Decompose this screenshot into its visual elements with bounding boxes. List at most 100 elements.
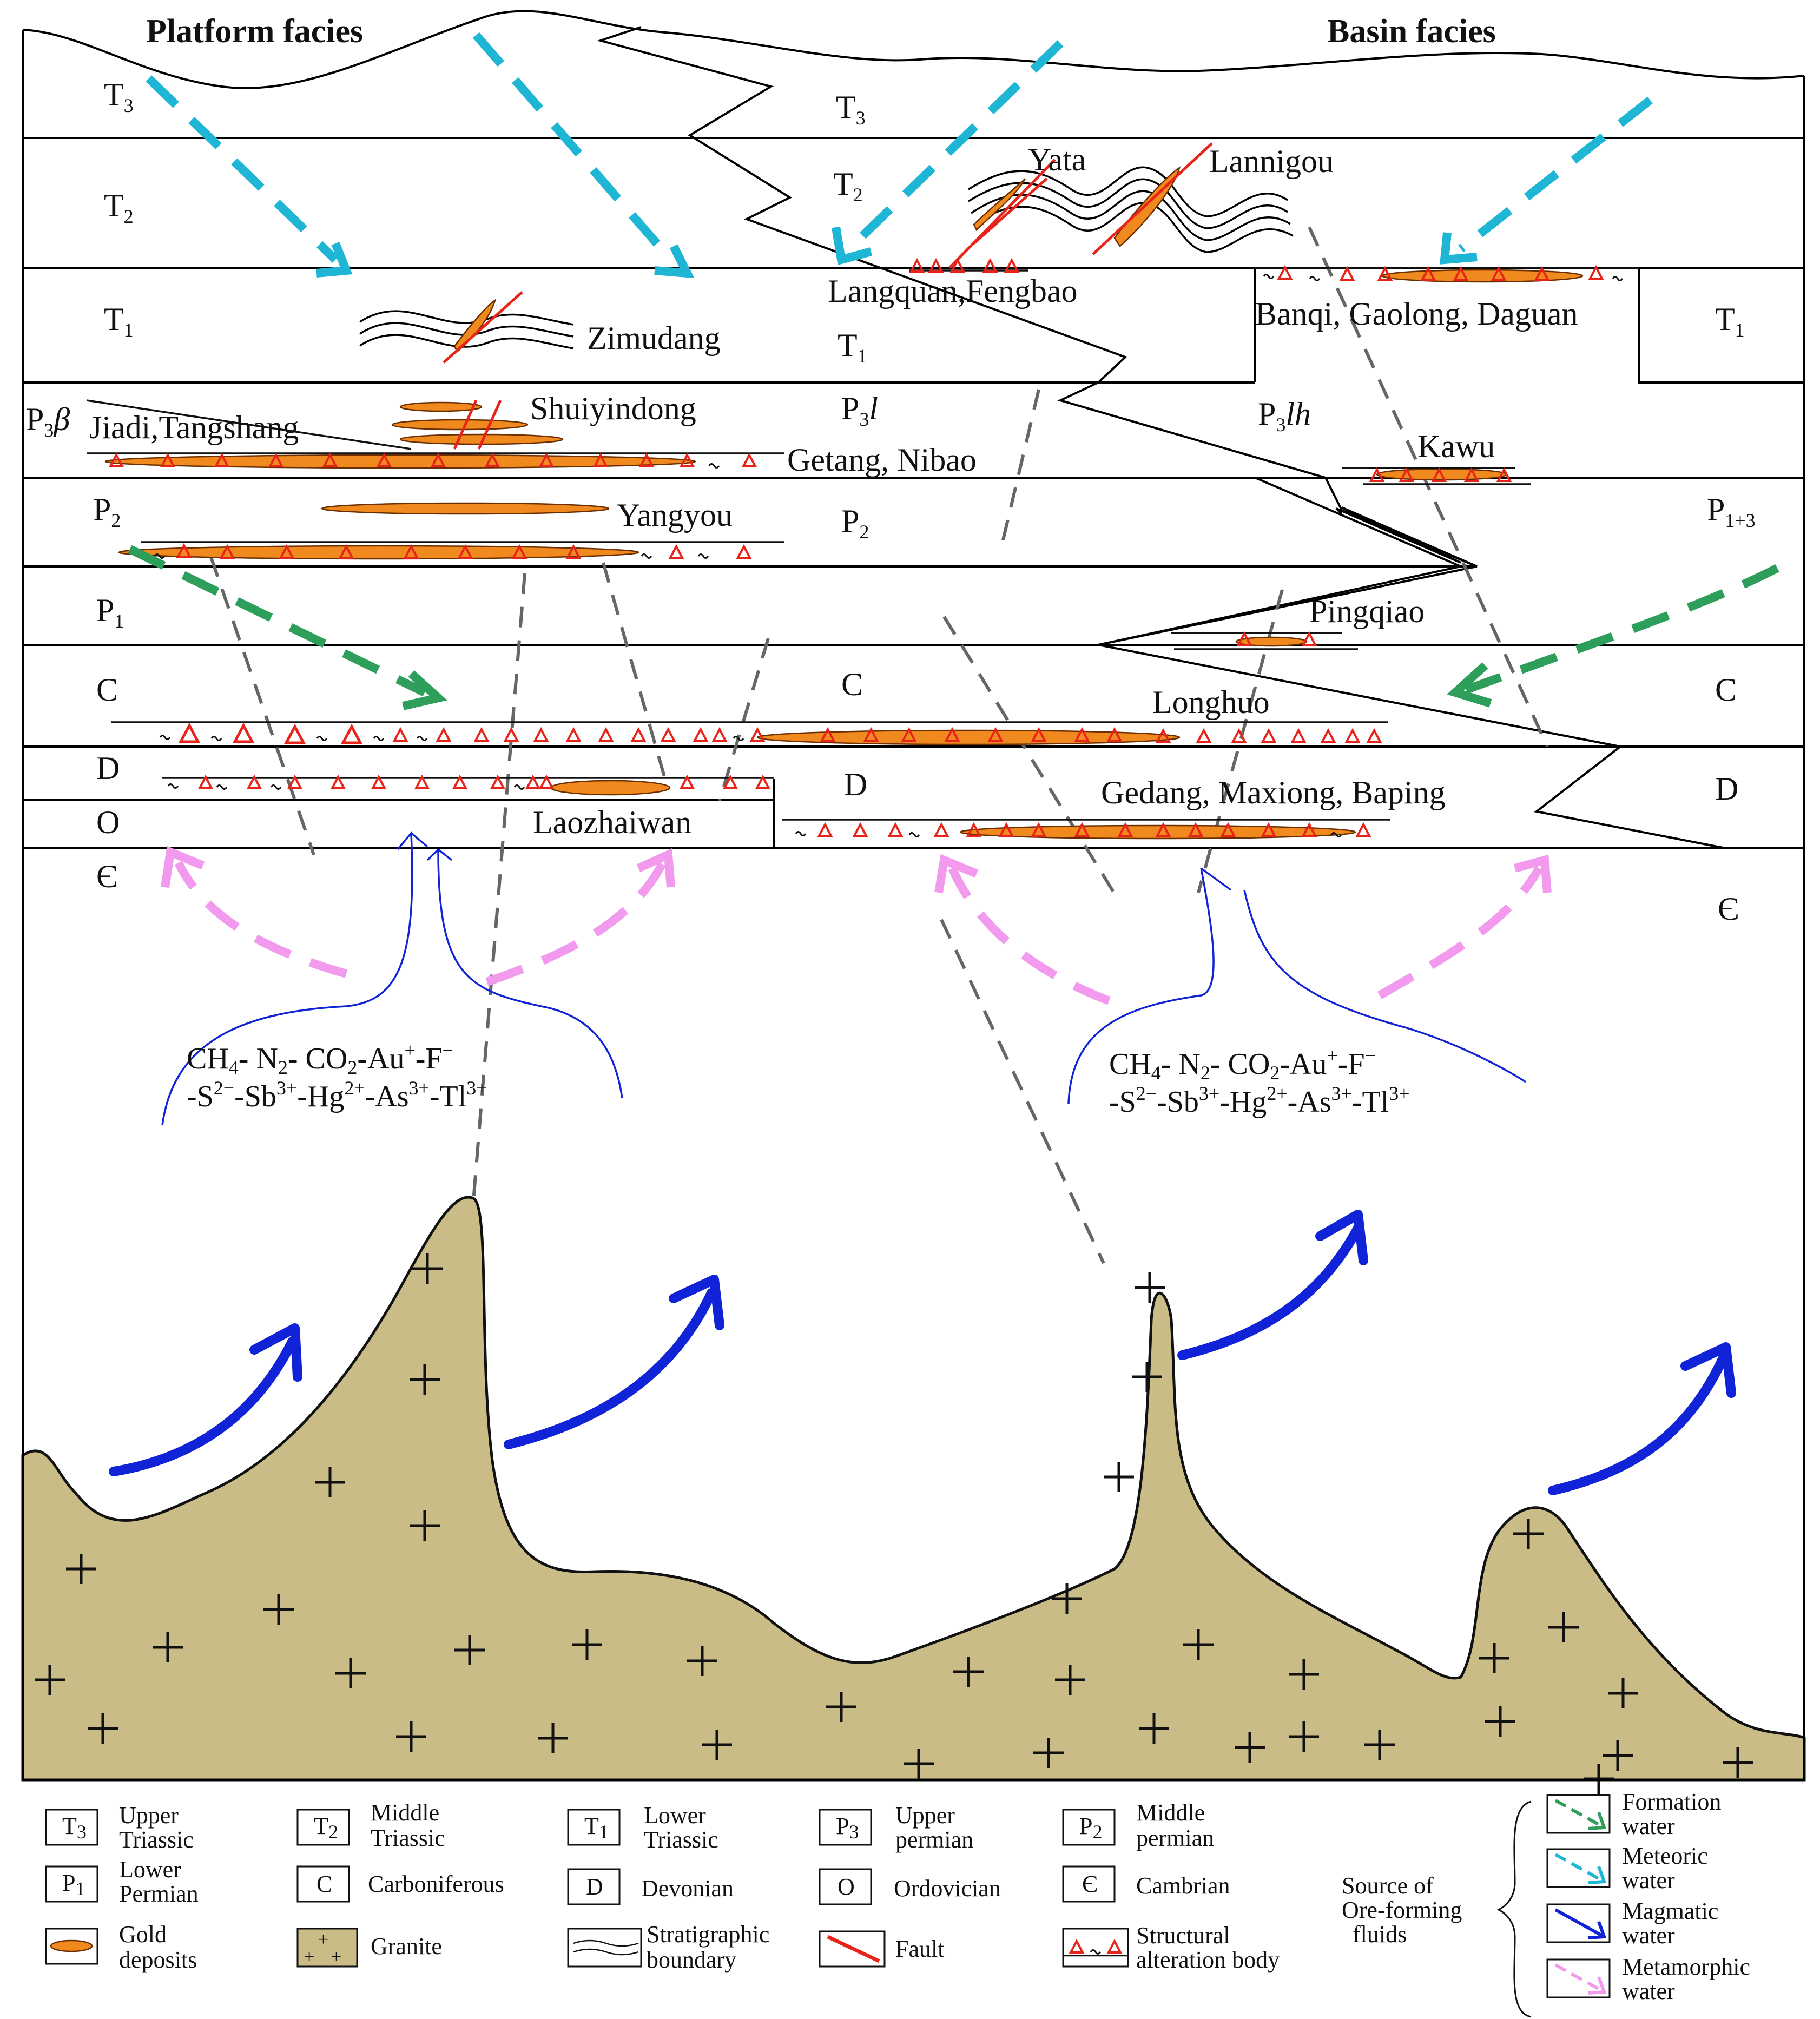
svg-text:P3: P3: [836, 1813, 859, 1843]
svg-text:Triassic: Triassic: [119, 1826, 194, 1853]
svg-text:Source of: Source of: [1342, 1872, 1434, 1899]
svg-text:Triassic: Triassic: [371, 1825, 445, 1851]
svg-text:Magmatic: Magmatic: [1622, 1898, 1718, 1924]
svg-text:P1: P1: [62, 1870, 85, 1899]
svg-text:boundary: boundary: [647, 1947, 736, 1973]
svg-text:C: C: [96, 672, 118, 708]
svg-text:CH4- N2- CO2-Au+-F−: CH4- N2- CO2-Au+-F−: [187, 1039, 453, 1078]
svg-text:T1: T1: [1715, 301, 1745, 341]
gold-deposits: [104, 166, 1584, 840]
svg-text:Stratigraphic: Stratigraphic: [647, 1921, 769, 1948]
svg-text:P1+3: P1+3: [1707, 492, 1756, 531]
svg-text:O: O: [96, 804, 120, 840]
magmatic-water-arrows: [109, 1210, 1736, 1495]
svg-text:P2: P2: [93, 492, 121, 531]
legend-alteration: Structural alteration body: [1062, 1922, 1280, 1973]
svg-text:T1: T1: [838, 327, 867, 367]
svg-text:deposits: deposits: [119, 1947, 197, 1973]
metamorphic-water-arrows: [174, 861, 1543, 1005]
svg-text:+: +: [318, 1930, 328, 1950]
svg-text:Devonian: Devonian: [641, 1875, 734, 1902]
svg-text:Kawu: Kawu: [1417, 428, 1495, 464]
legend-p2: P2 Middle permian: [1062, 1799, 1214, 1851]
svg-text:T2: T2: [314, 1813, 338, 1843]
formation-arrowheads: [402, 662, 1492, 710]
svg-text:Granite: Granite: [371, 1933, 442, 1959]
svg-text:Carboniferous: Carboniferous: [368, 1871, 504, 1897]
svg-text:Banqi, Gaolong, Daguan: Banqi, Gaolong, Daguan: [1255, 296, 1578, 332]
svg-text:Shuiyindong: Shuiyindong: [530, 391, 696, 426]
fault-lines: [443, 142, 1213, 450]
svg-text:P3lh: P3lh: [1258, 396, 1311, 436]
svg-text:CH4- N2- CO2-Au+-F−: CH4- N2- CO2-Au+-F−: [1109, 1045, 1376, 1084]
svg-text:Meteoric: Meteoric: [1622, 1843, 1708, 1869]
svg-text:T2: T2: [833, 166, 863, 206]
granite-body: [21, 1196, 1806, 1782]
metamorphic-arrowheads: [161, 846, 1552, 894]
legend-fault: Fault: [819, 1930, 944, 1968]
svg-text:Structural: Structural: [1136, 1922, 1230, 1949]
facies-wedge-p1: [1098, 565, 1478, 646]
legend-p3: P3 Upper permian: [819, 1802, 973, 1853]
legend-t1: T1 Lower Triassic: [567, 1802, 718, 1853]
basin-facies-header: Basin facies: [1327, 13, 1496, 50]
svg-text:Ore-forming: Ore-forming: [1342, 1897, 1462, 1923]
svg-text:-S2−-Sb3+-Hg2+-As3+-Tl3+: -S2−-Sb3+-Hg2+-As3+-Tl3+: [187, 1077, 487, 1113]
svg-text:Permian: Permian: [119, 1881, 199, 1907]
svg-text:Middle: Middle: [1136, 1799, 1205, 1826]
svg-text:Jiadi,Tangshang: Jiadi,Tangshang: [89, 410, 299, 445]
svg-text:P2: P2: [841, 503, 869, 543]
platform-facies-header: Platform facies: [146, 13, 363, 50]
legend-granite: + + + Granite: [296, 1928, 442, 1968]
svg-text:Є: Є: [96, 859, 118, 894]
svg-text:C: C: [841, 667, 863, 702]
legend-o: O Ordovician: [819, 1868, 1001, 1905]
svg-text:-S2−-Sb3+-Hg2+-As3+-Tl3+: -S2−-Sb3+-Hg2+-As3+-Tl3+: [1109, 1083, 1410, 1119]
svg-text:water: water: [1622, 1867, 1675, 1893]
svg-text:fluids: fluids: [1353, 1921, 1407, 1948]
svg-text:water: water: [1622, 1978, 1675, 2004]
svg-text:C: C: [1715, 672, 1737, 708]
meteoric-arrowheads: [316, 226, 1478, 279]
legend-fluid-source: Source of Ore-forming fluids Formation w…: [1342, 1789, 1750, 2018]
svg-text:Yata: Yata: [1028, 142, 1086, 177]
svg-text:D: D: [1715, 771, 1738, 807]
facies-boundary-lower: [1098, 477, 1726, 849]
svg-text:Gold: Gold: [119, 1921, 167, 1948]
svg-text:P3l: P3l: [841, 391, 878, 430]
svg-text:Є: Є: [1718, 891, 1739, 927]
svg-text:water: water: [1622, 1813, 1675, 1839]
svg-text:Upper: Upper: [119, 1802, 179, 1829]
svg-text:water: water: [1622, 1922, 1675, 1949]
legend-cambrian: Є Cambrian: [1062, 1865, 1230, 1903]
legend: T3 Upper Triassic T2 Middle Triassic T1 …: [45, 1789, 1750, 2018]
legend-d: D Devonian: [567, 1868, 734, 1905]
svg-text:+: +: [304, 1947, 314, 1967]
meteoric-water-arrows: [146, 32, 1653, 263]
svg-text:Langquan,Fengbao: Langquan,Fengbao: [828, 273, 1078, 309]
svg-text:Fault: Fault: [895, 1936, 944, 1962]
svg-text:Cambrian: Cambrian: [1136, 1872, 1230, 1899]
legend-t3: T3 Upper Triassic: [45, 1802, 194, 1853]
svg-text:O: O: [838, 1873, 855, 1900]
svg-text:Lower: Lower: [119, 1856, 181, 1883]
alteration-bodies: [86, 267, 1639, 821]
svg-text:Getang, Nibao: Getang, Nibao: [787, 442, 977, 478]
svg-text:T3: T3: [104, 77, 134, 116]
svg-text:C: C: [316, 1871, 332, 1897]
svg-text:D: D: [586, 1873, 603, 1900]
svg-text:T2: T2: [104, 188, 134, 227]
fluid-chemistry-right: CH4- N2- CO2-Au+-F− -S2−-Sb3+-Hg2+-As3+-…: [1109, 1045, 1410, 1119]
svg-text:Metamorphic: Metamorphic: [1622, 1954, 1750, 1980]
fold-yata-lannigou: [968, 166, 1294, 253]
svg-text:T3: T3: [836, 89, 866, 129]
svg-text:alteration body: alteration body: [1136, 1947, 1280, 1973]
svg-text:P1: P1: [96, 592, 124, 632]
svg-text:permian: permian: [895, 1826, 973, 1853]
svg-text:Upper: Upper: [895, 1802, 955, 1829]
svg-text:Gedang, Maxiong, Baping: Gedang, Maxiong, Baping: [1101, 775, 1446, 810]
svg-text:Triassic: Triassic: [644, 1826, 718, 1853]
svg-text:D: D: [844, 767, 867, 802]
svg-text:P3β: P3β: [26, 401, 70, 441]
